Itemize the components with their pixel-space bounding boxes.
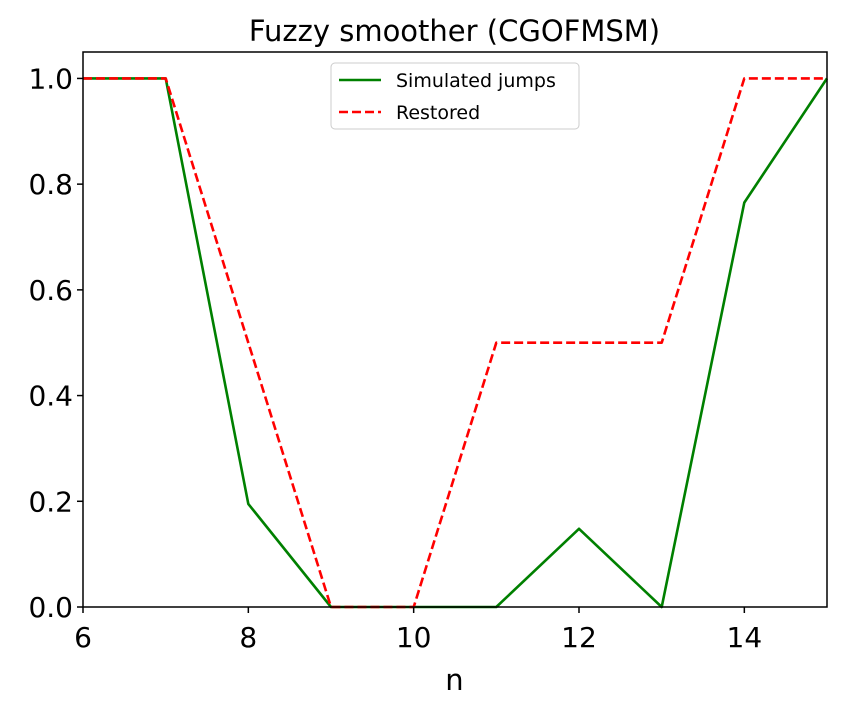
- x-tick-label: 12: [561, 621, 597, 654]
- legend-label-2: Restored: [396, 102, 480, 124]
- plot-frame: [82, 51, 828, 608]
- y-tick-label: 0.6: [28, 274, 73, 307]
- y-tick-label: 0.2: [28, 485, 73, 518]
- legend: Simulated jumps Restored: [330, 62, 580, 130]
- plot-lines: [83, 77, 829, 609]
- x-tick-label: 14: [727, 621, 763, 654]
- series-line-1: [83, 77, 829, 609]
- y-ticks: 0.0 0.2 0.4 0.6 0.8 1.0: [28, 62, 83, 624]
- y-tick-label: 0.0: [28, 591, 73, 624]
- x-tick-label: 6: [74, 621, 92, 654]
- x-tick-label: 8: [239, 621, 257, 654]
- chart-title: Fuzzy smoother (CGOFMSM): [249, 14, 660, 48]
- y-tick-label: 0.4: [28, 380, 73, 413]
- x-ticks: 6 8 10 12 14: [74, 607, 762, 654]
- x-axis-label: n: [445, 663, 463, 697]
- y-tick-label: 1.0: [28, 62, 73, 95]
- series-line-2: [83, 77, 827, 609]
- legend-box: [330, 62, 580, 130]
- x-tick-label: 10: [396, 621, 432, 654]
- legend-label-1: Simulated jumps: [396, 70, 556, 92]
- y-tick-label: 0.8: [28, 168, 73, 201]
